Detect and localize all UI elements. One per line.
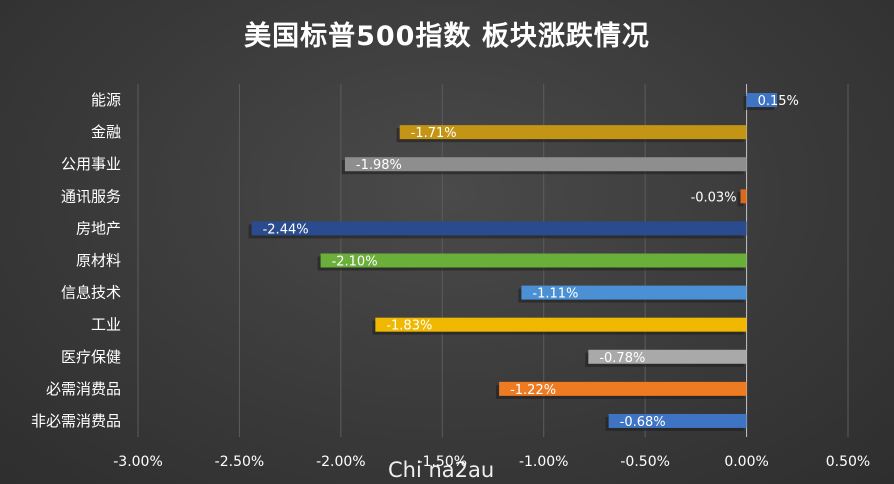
value-label: 0.15%	[758, 94, 799, 109]
bar	[746, 93, 777, 108]
chart-title: 美国标普500指数 板块涨跌情况	[244, 21, 650, 52]
bar	[344, 157, 747, 172]
bar	[740, 189, 747, 204]
category-label: 通讯服务	[61, 187, 121, 205]
category-label: 房地产	[76, 219, 121, 237]
category-label: 医疗保健	[61, 348, 121, 366]
value-label: -0.68%	[620, 415, 666, 430]
bar	[375, 317, 747, 332]
x-tick-label: 0.00%	[724, 454, 768, 470]
category-label: 金融	[91, 123, 121, 141]
category-label: 公用事业	[61, 155, 121, 173]
bar	[588, 349, 747, 364]
value-label: -1.98%	[356, 158, 402, 173]
x-tick-label: -2.00%	[316, 454, 366, 470]
x-tick-label: -2.50%	[215, 454, 265, 470]
category-label: 原材料	[76, 252, 121, 270]
value-label: -1.83%	[386, 319, 432, 334]
value-label: -1.11%	[532, 287, 578, 302]
bar	[499, 381, 747, 396]
bar	[320, 253, 747, 268]
bar	[251, 221, 747, 236]
watermark-text: Chi na2au	[388, 458, 495, 482]
bar	[399, 125, 747, 140]
value-label: -2.10%	[332, 255, 378, 270]
x-tick-label: -1.00%	[519, 454, 569, 470]
category-label: 工业	[91, 316, 121, 334]
value-label: -0.78%	[599, 351, 645, 366]
category-label: 非必需消费品	[31, 412, 121, 430]
category-label: 信息技术	[61, 284, 121, 302]
x-tick-label: -0.50%	[620, 454, 670, 470]
x-tick-label: 0.50%	[826, 454, 870, 470]
bar	[521, 285, 747, 300]
value-label: -1.22%	[510, 383, 556, 398]
value-label: -2.44%	[263, 222, 309, 237]
x-tick-label: -3.00%	[113, 454, 163, 470]
category-label: 能源	[91, 91, 121, 109]
value-label: -0.03%	[691, 190, 737, 205]
category-label: 必需消费品	[46, 380, 121, 398]
value-label: -1.71%	[411, 126, 457, 141]
bar	[608, 413, 747, 428]
x-tick-label: -1.50%	[418, 454, 468, 470]
